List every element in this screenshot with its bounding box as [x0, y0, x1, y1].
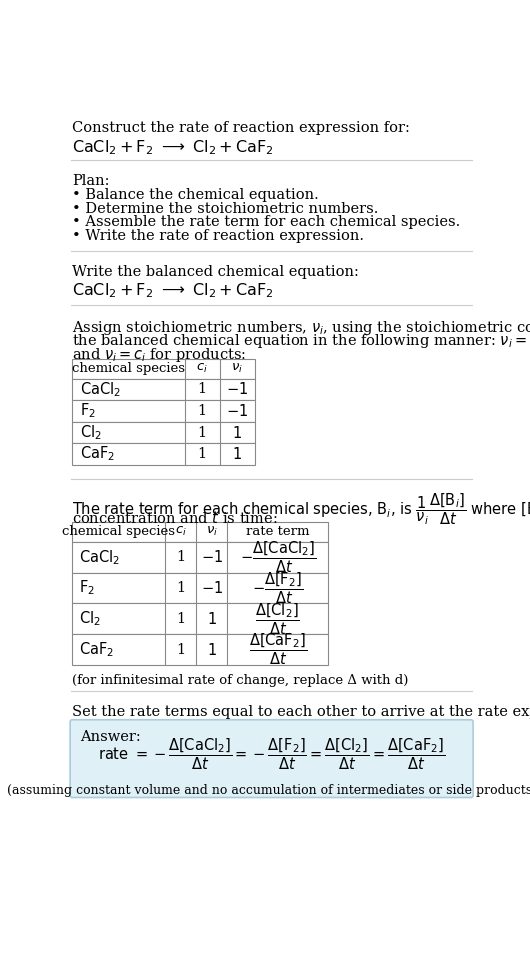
Text: 1: 1 — [198, 404, 207, 417]
Text: • Determine the stoichiometric numbers.: • Determine the stoichiometric numbers. — [73, 202, 379, 216]
Text: chemical species: chemical species — [63, 525, 175, 538]
Text: • Write the rate of reaction expression.: • Write the rate of reaction expression. — [73, 229, 365, 243]
Text: $\nu_i$: $\nu_i$ — [231, 362, 243, 375]
Text: 1: 1 — [198, 447, 207, 462]
Text: $c_i$: $c_i$ — [196, 362, 208, 375]
Bar — [73, 443, 254, 465]
Text: $-1$: $-1$ — [201, 549, 223, 565]
Bar — [73, 634, 328, 665]
FancyBboxPatch shape — [70, 719, 473, 798]
Text: $-1$: $-1$ — [201, 580, 223, 596]
Bar — [73, 542, 328, 572]
Bar — [73, 359, 254, 378]
Text: (for infinitesimal rate of change, replace Δ with d): (for infinitesimal rate of change, repla… — [73, 674, 409, 687]
Text: rate term: rate term — [246, 525, 310, 538]
Bar — [73, 421, 254, 443]
Text: Set the rate terms equal to each other to arrive at the rate expression:: Set the rate terms equal to each other t… — [73, 706, 530, 719]
Text: $\mathrm{CaCl_2}$: $\mathrm{CaCl_2}$ — [78, 548, 120, 566]
Text: $\mathrm{CaF_2}$: $\mathrm{CaF_2}$ — [80, 445, 116, 464]
Text: Write the balanced chemical equation:: Write the balanced chemical equation: — [73, 265, 359, 278]
Text: Construct the rate of reaction expression for:: Construct the rate of reaction expressio… — [73, 122, 410, 135]
Text: • Assemble the rate term for each chemical species.: • Assemble the rate term for each chemic… — [73, 216, 461, 229]
Text: $\mathrm{CaCl_2 + F_2\ \longrightarrow\ Cl_2 + CaF_2}$: $\mathrm{CaCl_2 + F_2\ \longrightarrow\ … — [73, 281, 274, 300]
Text: $\mathrm{F_2}$: $\mathrm{F_2}$ — [78, 579, 95, 598]
Text: Assign stoichiometric numbers, $\nu_i$, using the stoichiometric coefficients, $: Assign stoichiometric numbers, $\nu_i$, … — [73, 318, 530, 336]
Text: $-\dfrac{\Delta[\mathrm{CaCl_2}]}{\Delta t}$: $-\dfrac{\Delta[\mathrm{CaCl_2}]}{\Delta… — [240, 540, 316, 575]
Text: $\mathrm{Cl_2}$: $\mathrm{Cl_2}$ — [78, 610, 101, 628]
Text: 1: 1 — [176, 581, 186, 595]
Text: 1: 1 — [198, 425, 207, 439]
Text: Plan:: Plan: — [73, 173, 110, 188]
Text: $\mathrm{CaCl_2}$: $\mathrm{CaCl_2}$ — [80, 380, 121, 399]
Text: Answer:: Answer: — [80, 730, 141, 744]
Text: $1$: $1$ — [232, 446, 242, 463]
Text: $-1$: $-1$ — [226, 381, 248, 398]
Bar — [73, 400, 254, 421]
Text: 1: 1 — [176, 612, 186, 626]
Text: 1: 1 — [198, 382, 207, 396]
Text: $\mathrm{Cl_2}$: $\mathrm{Cl_2}$ — [80, 423, 102, 442]
Bar — [73, 521, 328, 542]
Bar — [73, 604, 328, 634]
Text: concentration and $t$ is time:: concentration and $t$ is time: — [73, 510, 278, 525]
Text: $\mathrm{CaCl_2 + F_2\ \longrightarrow\ Cl_2 + CaF_2}$: $\mathrm{CaCl_2 + F_2\ \longrightarrow\ … — [73, 138, 274, 157]
Text: 1: 1 — [176, 643, 186, 657]
Text: 1: 1 — [176, 550, 186, 564]
Bar — [73, 378, 254, 400]
Text: rate $= -\dfrac{\Delta[\mathrm{CaCl_2}]}{\Delta t} = -\dfrac{\Delta[\mathrm{F_2}: rate $= -\dfrac{\Delta[\mathrm{CaCl_2}]}… — [98, 737, 445, 772]
Text: • Balance the chemical equation.: • Balance the chemical equation. — [73, 187, 319, 202]
Text: $\nu_i$: $\nu_i$ — [206, 525, 218, 538]
Text: $1$: $1$ — [207, 611, 217, 627]
Bar — [73, 572, 328, 604]
Text: $c_i$: $c_i$ — [175, 525, 187, 538]
Text: chemical species: chemical species — [72, 363, 185, 375]
Text: The rate term for each chemical species, $\mathrm{B}_i$, is $\dfrac{1}{\nu_i}\df: The rate term for each chemical species,… — [73, 491, 530, 526]
Text: $\dfrac{\Delta[\mathrm{CaF_2}]}{\Delta t}$: $\dfrac{\Delta[\mathrm{CaF_2}]}{\Delta t… — [249, 632, 307, 667]
Text: $-\dfrac{\Delta[\mathrm{F_2}]}{\Delta t}$: $-\dfrac{\Delta[\mathrm{F_2}]}{\Delta t}… — [252, 570, 304, 606]
Text: $\mathrm{F_2}$: $\mathrm{F_2}$ — [80, 402, 96, 420]
Text: and $\nu_i = c_i$ for products:: and $\nu_i = c_i$ for products: — [73, 346, 247, 365]
Text: $-1$: $-1$ — [226, 403, 248, 419]
Text: $\dfrac{\Delta[\mathrm{Cl_2}]}{\Delta t}$: $\dfrac{\Delta[\mathrm{Cl_2}]}{\Delta t}… — [255, 601, 300, 637]
Text: $\mathrm{CaF_2}$: $\mathrm{CaF_2}$ — [78, 640, 114, 659]
Text: $1$: $1$ — [232, 424, 242, 441]
Text: the balanced chemical equation in the following manner: $\nu_i = -c_i$ for react: the balanced chemical equation in the fo… — [73, 332, 530, 351]
Text: (assuming constant volume and no accumulation of intermediates or side products): (assuming constant volume and no accumul… — [6, 784, 530, 797]
Text: $1$: $1$ — [207, 642, 217, 658]
